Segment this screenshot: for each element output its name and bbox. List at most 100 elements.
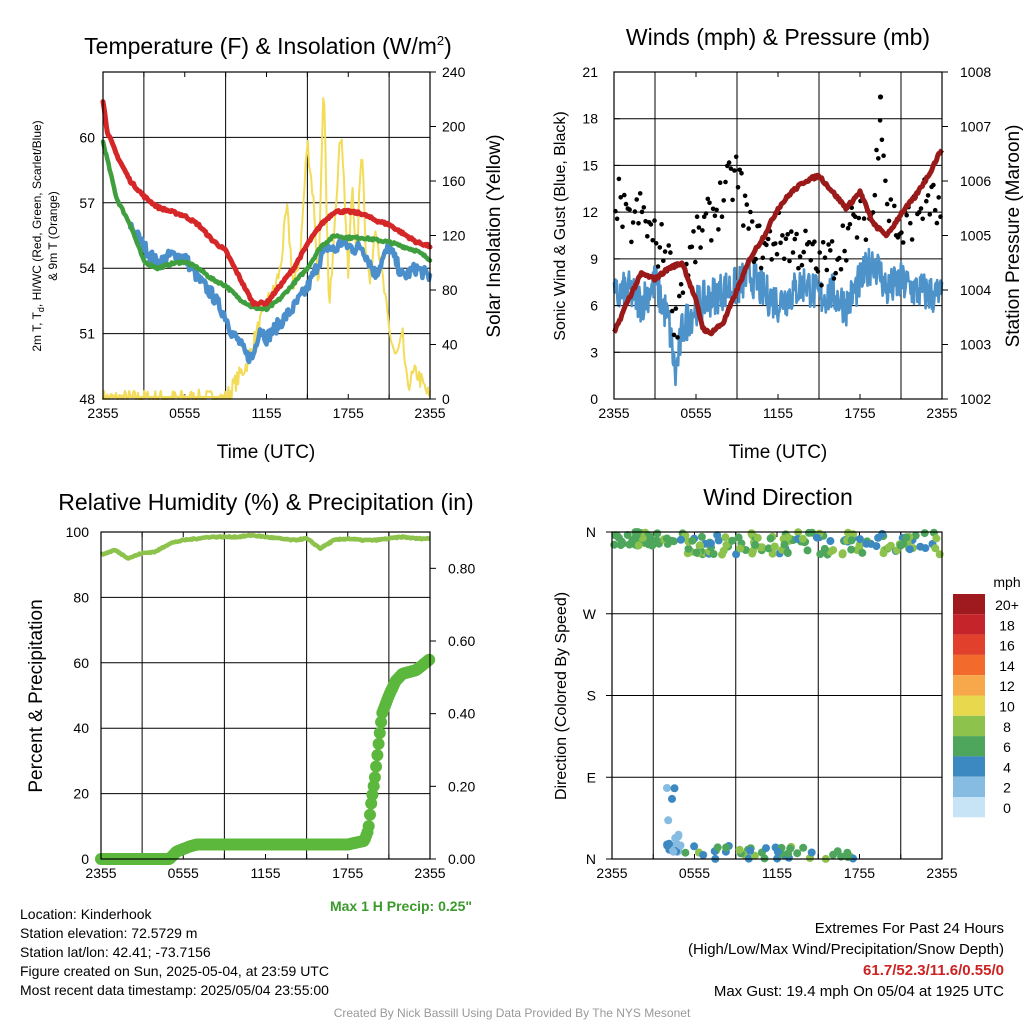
legend-label-6: 8 [1003,719,1011,735]
direction-point [843,853,852,861]
gust-point [881,153,886,158]
legend-title: mph [993,574,1020,590]
precip-points [95,653,436,865]
direction-point [816,550,825,559]
legend-label-9: 2 [1003,780,1011,796]
wind-xtick-1: 0555 [680,405,711,421]
extremes-subtitle: (High/Low/Max Wind/Precipitation/Snow De… [688,941,1004,958]
gust-point [792,236,798,242]
gust-point [829,239,835,244]
gust-point [936,195,941,200]
pressure-line [612,148,945,337]
wind-ytick-7: 21 [582,64,598,80]
temperature-xlabel: Time (UTC) [217,442,316,463]
insol-ytick-6: 240 [442,64,466,80]
gust-point [677,293,682,299]
direction-point [613,531,621,540]
gust-point [797,254,803,259]
gust-point [842,248,847,254]
direction-point [670,784,679,793]
direction-point [911,531,920,540]
temp-xtick-4: 2355 [414,405,445,421]
direction-point [706,539,715,548]
gust-point [716,227,721,232]
direction-point [697,532,706,541]
extremes-title: Extremes For Past 24 Hours [814,920,1004,937]
gust-point [721,198,726,203]
rh-ytick-4: 80 [73,589,89,605]
gust-point [739,171,744,176]
gust-point [703,211,709,216]
legend-swatch-4 [953,675,985,696]
gust-point [909,237,915,242]
winds-gridlines [613,72,943,399]
gust-point [872,192,878,198]
gust-point [799,262,805,268]
gust-point [719,214,725,219]
direction-point [878,529,887,538]
legend-swatch-9 [953,776,985,797]
direction-point [751,540,760,549]
wind-ytick-3: 9 [590,251,598,267]
direction-point [623,531,632,539]
sonic-wind-line [612,247,944,387]
gust-point [863,237,869,242]
gust-point [773,241,778,246]
direction-point [783,549,792,557]
direction-point [780,540,789,549]
insol-ytick-5: 200 [442,119,466,135]
direction-point [692,548,701,557]
gust-point [764,242,769,248]
gust-point [726,160,732,165]
wind-ytick-1: 3 [590,344,598,360]
speed-color-legend: mph 20+ 18 16 14 12 10 8 6 4 2 0 [953,574,1021,818]
direction-point [736,544,745,553]
gust-point [861,216,867,221]
direction-point [899,539,908,548]
winds-plot-frame [613,71,943,400]
gust-point [753,256,758,262]
gust-point [781,256,787,262]
direction-point [784,533,792,542]
legend-label-8: 4 [1003,759,1011,775]
precip-point [375,716,388,729]
gust-point [689,244,695,250]
gust-point [662,249,668,254]
direction-point [674,830,683,839]
direction-point [807,848,816,857]
direction-point [690,842,699,851]
gust-point [629,239,634,245]
gust-point [678,282,684,287]
gust-point [833,270,838,276]
direction-point [684,544,693,553]
precip-max-annotation: Max 1 H Precip: 0.25" [330,898,472,914]
winds-panel: Winds (mph) & Pressure (mb) 0 3 6 9 12 15 18 21… [552,24,1024,463]
gust-point [714,207,719,213]
gust-point [918,206,924,211]
direction-point [855,535,864,544]
gust-point [749,219,755,224]
direction-point [746,846,755,855]
gust-point [815,269,821,274]
temperature-gridlines [102,72,431,400]
gust-point [817,250,822,255]
direction-point [762,844,770,853]
gust-point [653,241,659,246]
station-location: Location: Kinderhook [20,906,152,922]
winds-title: Winds (mph) & Pressure (mb) [626,24,930,50]
gust-point [883,178,888,184]
gust-point [900,240,906,245]
pressure-ytick-2: 1004 [960,282,991,298]
gust-point [673,306,679,311]
gust-point [892,203,897,209]
dir-xtick-4: 2355 [926,865,957,881]
gust-point [669,308,675,314]
gust-point [845,225,851,231]
gust-point [819,283,824,288]
gust-point [671,332,677,338]
winds-xlabel: Time (UTC) [729,442,828,463]
wind-xtick-4: 2355 [926,405,957,421]
gust-point [661,258,666,264]
precip-point [373,727,386,739]
